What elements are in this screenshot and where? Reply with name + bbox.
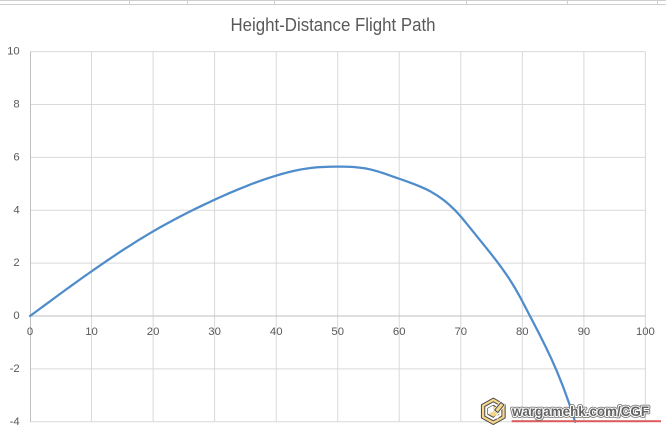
svg-text:0: 0 (13, 310, 19, 322)
svg-text:0: 0 (27, 326, 33, 338)
svg-text:Height-Distance Flight Path: Height-Distance Flight Path (231, 15, 436, 35)
svg-text:60: 60 (393, 326, 406, 338)
svg-text:100: 100 (636, 326, 655, 338)
svg-text:80: 80 (516, 326, 529, 338)
svg-text:10: 10 (7, 46, 20, 58)
svg-text:10: 10 (85, 326, 98, 338)
svg-text:wargamehk.com/CGF: wargamehk.com/CGF (511, 404, 649, 419)
svg-text:50: 50 (331, 326, 344, 338)
svg-text:20: 20 (147, 326, 160, 338)
svg-text:-4: -4 (10, 416, 20, 428)
svg-text:8: 8 (13, 99, 19, 111)
svg-text:4: 4 (13, 204, 19, 216)
svg-text:-2: -2 (10, 363, 20, 375)
svg-text:30: 30 (208, 326, 221, 338)
svg-text:40: 40 (270, 326, 283, 338)
svg-text:70: 70 (455, 326, 468, 338)
svg-text:90: 90 (578, 326, 591, 338)
svg-text:2: 2 (13, 257, 19, 269)
svg-text:wargamehk.com/CGF: wargamehk.com/CGF (511, 404, 649, 419)
svg-text:wargamehk.com/CGF: wargamehk.com/CGF (511, 404, 649, 419)
svg-text:6: 6 (13, 152, 19, 164)
